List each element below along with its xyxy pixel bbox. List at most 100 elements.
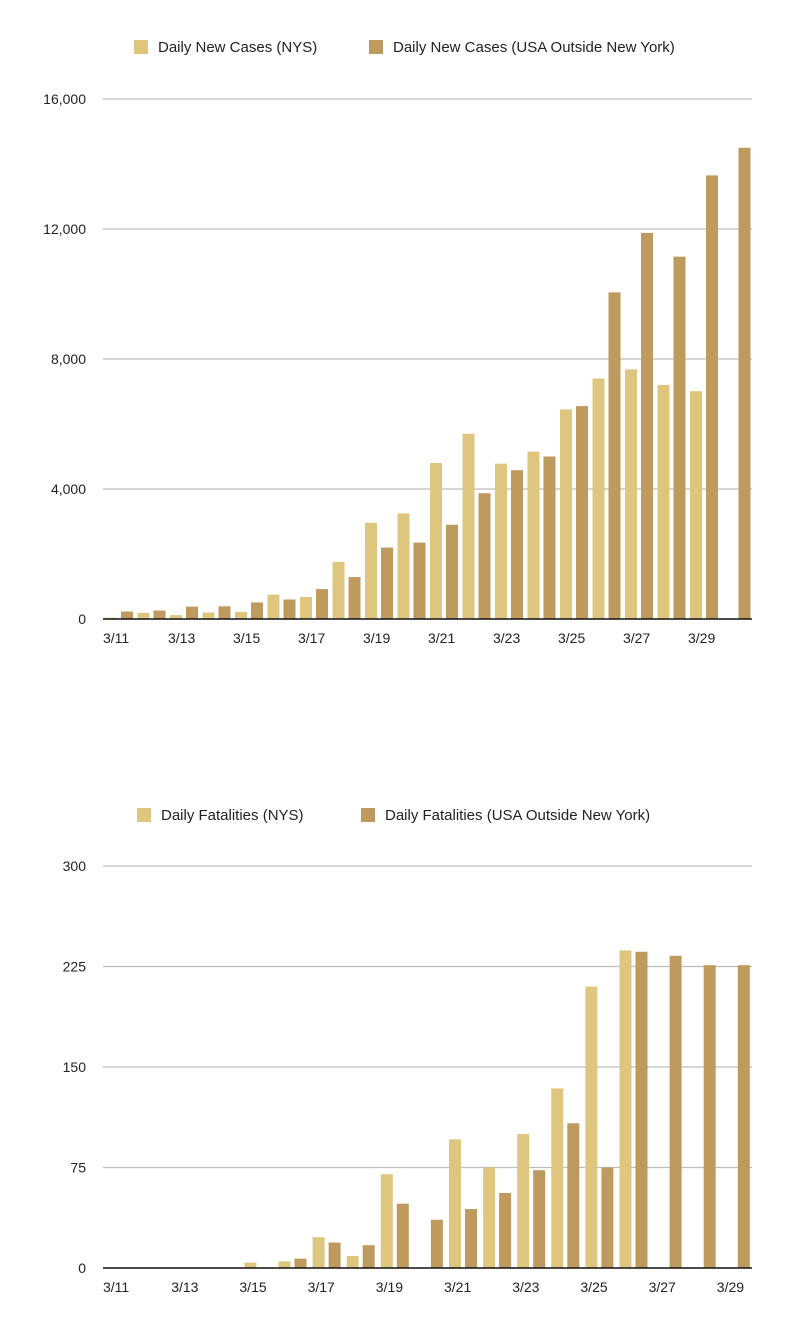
- bar-nys: [235, 611, 247, 619]
- bar-usa-outside-ny: [396, 1203, 409, 1268]
- legend-item: Daily New Cases (USA Outside New York): [369, 39, 675, 56]
- x-tick-label: 3/11: [103, 630, 129, 646]
- bar-usa-outside-ny: [328, 1242, 341, 1268]
- bar-nys: [430, 463, 442, 619]
- legend-item: Daily Fatalities (USA Outside New York): [361, 807, 650, 824]
- legend-label: Daily Fatalities (USA Outside New York): [385, 807, 650, 824]
- bar-usa-outside-ny: [186, 606, 198, 619]
- bar-nys: [137, 612, 150, 619]
- bar-nys: [462, 433, 475, 619]
- bar-nys: [483, 1167, 496, 1268]
- bar-usa-outside-ny: [737, 965, 750, 1268]
- bar-usa-outside-ny: [153, 610, 166, 619]
- bar-nys: [592, 378, 605, 619]
- bar-usa-outside-ny: [446, 524, 458, 619]
- bar-usa-outside-ny: [533, 1170, 546, 1268]
- bar-usa-outside-ny: [430, 1219, 443, 1268]
- bar-usa-outside-ny: [381, 547, 393, 619]
- bar-usa-outside-ny: [218, 606, 231, 619]
- bar-usa-outside-ny: [283, 599, 296, 619]
- legend-item: Daily Fatalities (NYS): [137, 807, 304, 824]
- legend-label: Daily Fatalities (NYS): [161, 807, 304, 824]
- y-tick-label: 300: [63, 858, 87, 874]
- x-tick-label: 3/19: [363, 630, 390, 646]
- y-tick-label: 0: [78, 611, 86, 627]
- x-tick-label: 3/27: [649, 1279, 676, 1295]
- bar-nys: [517, 1134, 530, 1268]
- y-tick-label: 225: [63, 959, 87, 975]
- bar-nys: [585, 986, 598, 1268]
- bar-usa-outside-ny: [543, 456, 556, 619]
- x-tick-label: 3/21: [444, 1279, 471, 1295]
- x-tick-label: 3/15: [239, 1279, 266, 1295]
- bar-usa-outside-ny: [576, 406, 588, 619]
- bar-nys: [397, 513, 410, 619]
- bar-usa-outside-ny: [251, 602, 263, 619]
- bar-usa-outside-ny: [601, 1167, 614, 1268]
- y-tick-label: 16,000: [43, 91, 86, 107]
- bar-usa-outside-ny: [608, 292, 621, 619]
- x-tick-label: 3/29: [717, 1279, 744, 1295]
- bar-nys: [300, 596, 312, 619]
- bar-nys: [244, 1262, 257, 1268]
- x-tick-label: 3/17: [298, 630, 325, 646]
- bar-nys: [619, 950, 632, 1268]
- bar-nys: [657, 385, 670, 619]
- x-tick-label: 3/15: [233, 630, 260, 646]
- x-tick-label: 3/29: [688, 630, 715, 646]
- bar-usa-outside-ny: [706, 175, 718, 619]
- x-tick-label: 3/11: [103, 1279, 129, 1295]
- bar-usa-outside-ny: [511, 470, 523, 619]
- legend-swatch: [134, 40, 148, 54]
- bar-usa-outside-ny: [294, 1258, 307, 1268]
- legend-label: Daily New Cases (NYS): [158, 39, 317, 56]
- legend-swatch: [369, 40, 383, 54]
- bar-usa-outside-ny: [635, 951, 648, 1268]
- bar-nys: [495, 463, 507, 619]
- bar-usa-outside-ny: [738, 147, 751, 619]
- bar-usa-outside-ny: [567, 1123, 580, 1268]
- y-tick-label: 150: [63, 1059, 87, 1075]
- x-tick-label: 3/23: [512, 1279, 539, 1295]
- x-tick-label: 3/13: [168, 630, 195, 646]
- bar-usa-outside-ny: [669, 955, 682, 1268]
- bar-nys: [380, 1174, 393, 1268]
- bar-nys: [365, 522, 377, 619]
- bar-nys: [527, 451, 540, 619]
- bar-nys: [332, 561, 345, 619]
- bar-usa-outside-ny: [703, 965, 716, 1268]
- bar-nys: [278, 1261, 291, 1268]
- chart-svg: Daily New Cases (NYS) Daily New Cases (US…: [43, 39, 752, 646]
- chart-svg: Daily Fatalities (NYS) Daily Fatalities (…: [63, 807, 752, 1295]
- legend-label: Daily New Cases (USA Outside New York): [393, 39, 675, 56]
- bar-usa-outside-ny: [673, 256, 686, 619]
- x-tick-label: 3/13: [171, 1279, 198, 1295]
- bar-nys: [625, 369, 637, 619]
- bar-usa-outside-ny: [465, 1209, 477, 1268]
- x-tick-label: 3/25: [558, 630, 585, 646]
- x-tick-label: 3/25: [580, 1279, 607, 1295]
- y-tick-label: 12,000: [43, 221, 86, 237]
- bar-nys: [312, 1237, 325, 1268]
- bar-usa-outside-ny: [413, 542, 426, 619]
- bar-usa-outside-ny: [316, 589, 328, 619]
- bar-usa-outside-ny: [348, 577, 361, 619]
- bar-nys: [449, 1139, 461, 1268]
- bar-nys: [170, 615, 182, 619]
- bar-usa-outside-ny: [362, 1245, 375, 1268]
- bar-usa-outside-ny: [499, 1192, 512, 1268]
- bar-nys: [551, 1088, 564, 1268]
- y-tick-label: 75: [70, 1160, 86, 1176]
- bar-nys: [267, 594, 280, 619]
- y-tick-label: 0: [78, 1260, 86, 1276]
- x-tick-label: 3/27: [623, 630, 650, 646]
- x-tick-label: 3/21: [428, 630, 455, 646]
- daily-new-cases-chart: Daily New Cases (NYS) Daily New Cases (US…: [0, 0, 804, 660]
- daily-fatalities-chart: Daily Fatalities (NYS) Daily Fatalities (…: [0, 790, 804, 1310]
- legend-swatch: [137, 808, 151, 822]
- y-tick-label: 4,000: [51, 481, 86, 497]
- bar-usa-outside-ny: [121, 611, 133, 619]
- legend-swatch: [361, 808, 375, 822]
- bar-usa-outside-ny: [478, 493, 491, 619]
- bar-nys: [690, 391, 702, 619]
